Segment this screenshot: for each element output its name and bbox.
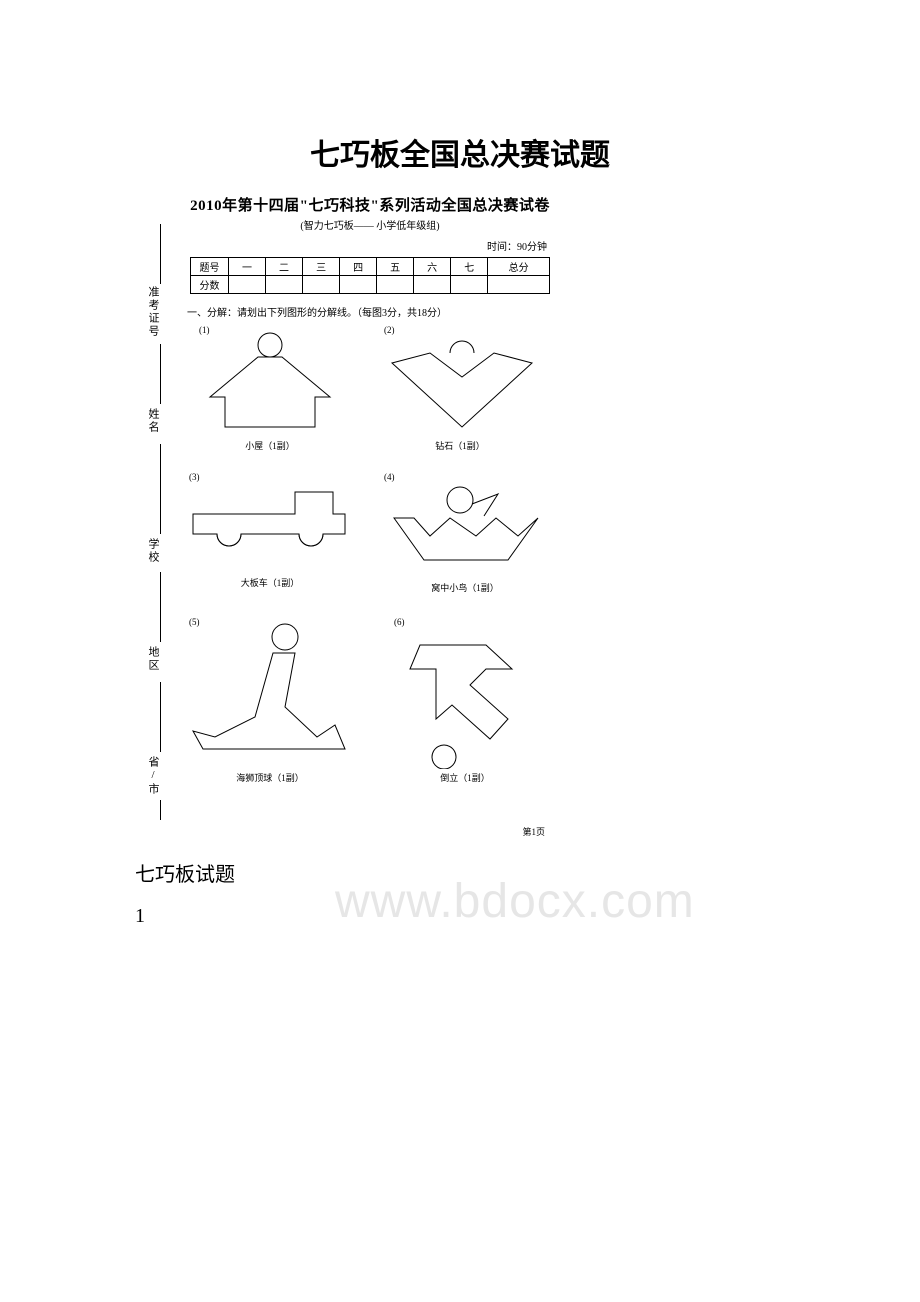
vertical-labels: 准考证号 姓名 学校 地区 省/市: [135, 224, 165, 824]
fig-number: (2): [384, 325, 395, 335]
fig-6-handstand: (6) 倒立（1副）: [390, 619, 540, 784]
fig-2-diamond: (2) 钻石（1副）: [380, 327, 540, 452]
vlabel-exam-id: 准考证号: [145, 286, 161, 338]
page-title: 七巧板全国总决赛试题: [0, 0, 920, 194]
body-text: 七巧板试题: [135, 858, 920, 887]
vlabel-name: 姓名: [145, 408, 161, 434]
fig-caption: 倒立（1副）: [390, 771, 540, 784]
exam-page-number: 第1页: [522, 825, 545, 838]
fig-number: (4): [384, 472, 395, 482]
exam-header: 2010年第十四届"七巧科技"系列活动全国总决赛试卷: [175, 194, 565, 215]
fig-number: (3): [189, 472, 200, 482]
col-header: 六: [414, 258, 451, 276]
score-cell: [340, 276, 377, 294]
fig-caption: 钻石（1副）: [380, 439, 540, 452]
fig-1-house: (1) 小屋（1副）: [195, 327, 345, 452]
score-cell: [377, 276, 414, 294]
vlabel-school: 学校: [145, 538, 161, 564]
exam-sheet-image: www.bdocx.com 准考证号 姓名 学校 地区 省/市 2010年第十四…: [135, 194, 565, 844]
fig-caption: 窝中小鸟（1副）: [380, 581, 550, 594]
score-cell: [266, 276, 303, 294]
section-1-title: 一、分解：请划出下列图形的分解线。（每图3分，共18分）: [187, 304, 565, 319]
fig-caption: 小屋（1副）: [195, 439, 345, 452]
col-header: 二: [266, 258, 303, 276]
fig-caption: 海狮顶球（1副）: [185, 771, 355, 784]
score-cell: [229, 276, 266, 294]
row-label: 分数: [191, 276, 229, 294]
table-row: 分数: [191, 276, 550, 294]
exam-subheader: (智力七巧板—— 小学低年级组): [175, 217, 565, 232]
score-table: 题号 一 二 三 四 五 六 七 总分 分数: [190, 257, 550, 294]
fig-number: (6): [394, 617, 405, 627]
fig-3-cart: (3) 大板车（1副）: [185, 474, 355, 589]
fig-5-seal-ball: (5) 海狮顶球（1副）: [185, 619, 355, 784]
col-header: 五: [377, 258, 414, 276]
col-header: 总分: [488, 258, 550, 276]
fig-number: (1): [199, 325, 210, 335]
score-cell: [414, 276, 451, 294]
score-cell: [451, 276, 488, 294]
vlabel-province: 省/市: [145, 756, 161, 796]
col-header: 一: [229, 258, 266, 276]
figures-grid: (1) 小屋（1副） (2) 钻石（1副）: [175, 319, 565, 799]
col-header: 三: [303, 258, 340, 276]
score-cell: [488, 276, 550, 294]
fig-number: (5): [189, 617, 200, 627]
vlabel-region: 地区: [145, 646, 161, 672]
col-header: 七: [451, 258, 488, 276]
exam-time: 时间：90分钟: [175, 238, 565, 253]
body-number: 1: [135, 905, 920, 928]
col-header: 四: [340, 258, 377, 276]
fig-caption: 大板车（1副）: [185, 576, 355, 589]
fig-4-bird-nest: (4) 窝中小鸟（1副）: [380, 474, 550, 594]
score-cell: [303, 276, 340, 294]
table-row: 题号 一 二 三 四 五 六 七 总分: [191, 258, 550, 276]
row-label: 题号: [191, 258, 229, 276]
